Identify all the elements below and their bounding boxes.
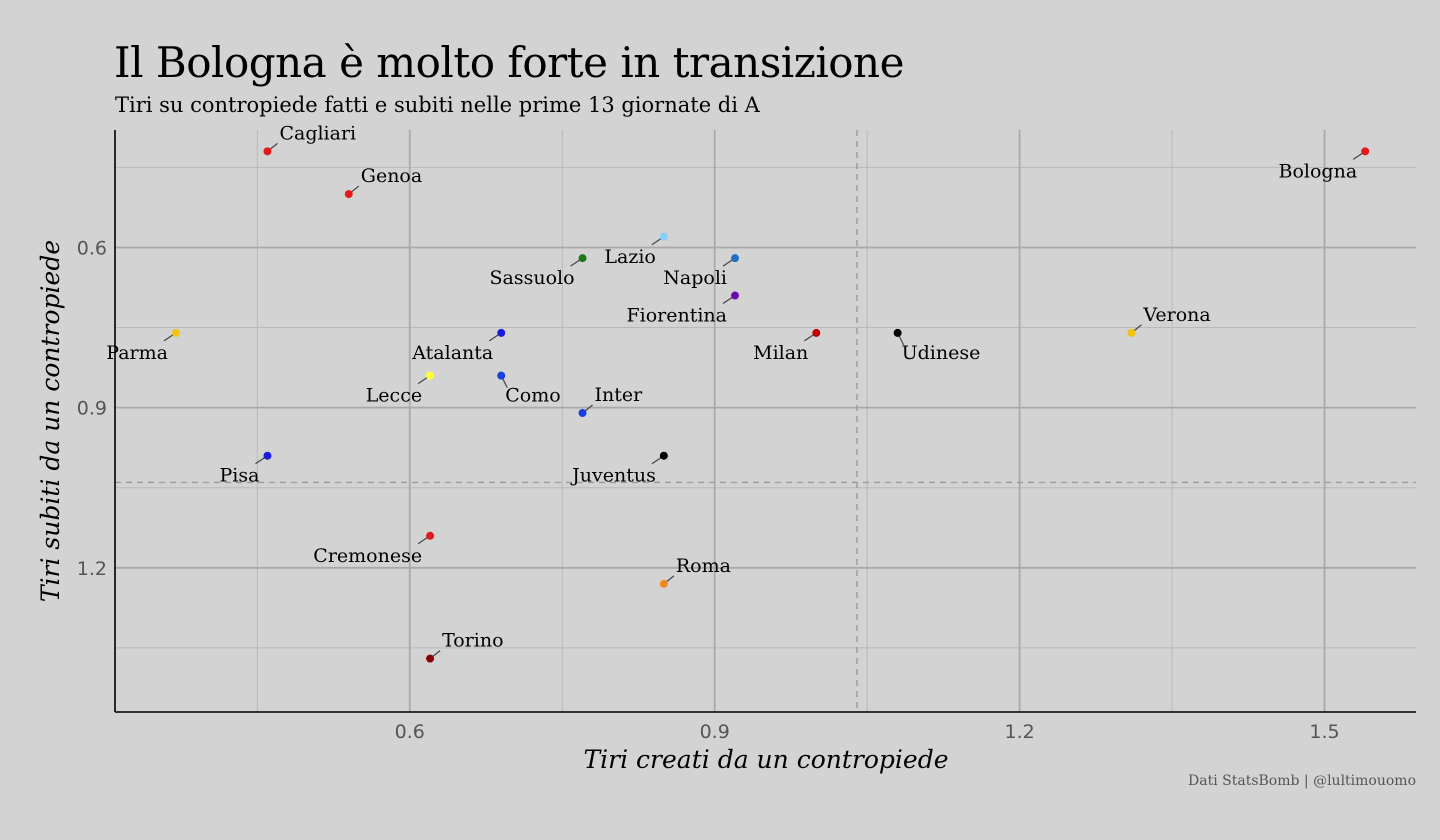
data-point: [497, 328, 506, 337]
source-caption: Dati StatsBomb | @lultimouomo: [1188, 773, 1416, 789]
data-label: Torino: [442, 630, 503, 652]
data-point: [344, 190, 353, 199]
y-axis-title: Tiri subiti da un contropiede: [36, 240, 65, 602]
data-label: Inter: [595, 384, 644, 406]
data-label: Lazio: [604, 246, 655, 268]
data-point: [263, 147, 272, 156]
data-label: Pisa: [220, 465, 260, 487]
data-point: [426, 654, 435, 663]
data-point: [659, 451, 668, 460]
grid: [115, 130, 1416, 712]
data-point: [893, 328, 902, 337]
data-point: [578, 408, 587, 417]
y-tick-label: 1.2: [77, 558, 107, 580]
data-point: [1361, 147, 1370, 156]
data-label: Como: [505, 385, 560, 407]
x-tick-label: 1.2: [1004, 721, 1034, 743]
data-label: Bologna: [1279, 160, 1358, 182]
data-point: [578, 254, 587, 263]
data-point: [1127, 328, 1136, 337]
data-point: [731, 254, 740, 263]
data-label: Roma: [676, 555, 731, 577]
data-label: Parma: [106, 342, 168, 364]
x-tick-label: 1.5: [1309, 721, 1339, 743]
data-point: [812, 328, 821, 337]
data-label: Fiorentina: [626, 305, 727, 327]
data-point: [171, 328, 180, 337]
data-point: [731, 291, 740, 300]
x-tick-label: 0.9: [700, 721, 730, 743]
data-point: [263, 451, 272, 460]
chart-subtitle: Tiri su contropiede fatti e subiti nelle…: [115, 93, 760, 117]
data-label: Verona: [1142, 304, 1210, 326]
chart-title: Il Bologna è molto forte in transizione: [114, 38, 904, 87]
data-point: [659, 579, 668, 588]
data-points: [171, 147, 1370, 663]
label-leaders: [163, 142, 1366, 660]
data-point: [659, 232, 668, 241]
x-tick-label: 0.6: [395, 721, 425, 743]
data-label: Juventus: [570, 465, 656, 487]
data-label: Lecce: [366, 385, 422, 407]
data-label: Milan: [753, 342, 808, 364]
x-axis-title: Tiri creati da un contropiede: [583, 745, 948, 774]
data-label: Sassuolo: [490, 267, 575, 289]
data-point: [426, 531, 435, 540]
data-point: [497, 371, 506, 380]
data-point: [426, 371, 435, 380]
y-tick-label: 0.9: [77, 398, 107, 420]
data-label: Atalanta: [411, 342, 493, 364]
data-label: Cagliari: [279, 122, 356, 144]
y-tick-label: 0.6: [77, 237, 107, 259]
data-label: Udinese: [902, 342, 981, 364]
data-label: Genoa: [361, 165, 422, 187]
axes: [114, 130, 1416, 713]
data-label: Napoli: [663, 267, 727, 289]
data-label: Cremonese: [313, 545, 422, 567]
tick-labels: 0.6 0.9 1.2 1.5 0.6 0.9 1.2: [77, 237, 1340, 743]
reference-lines: [115, 130, 1416, 712]
